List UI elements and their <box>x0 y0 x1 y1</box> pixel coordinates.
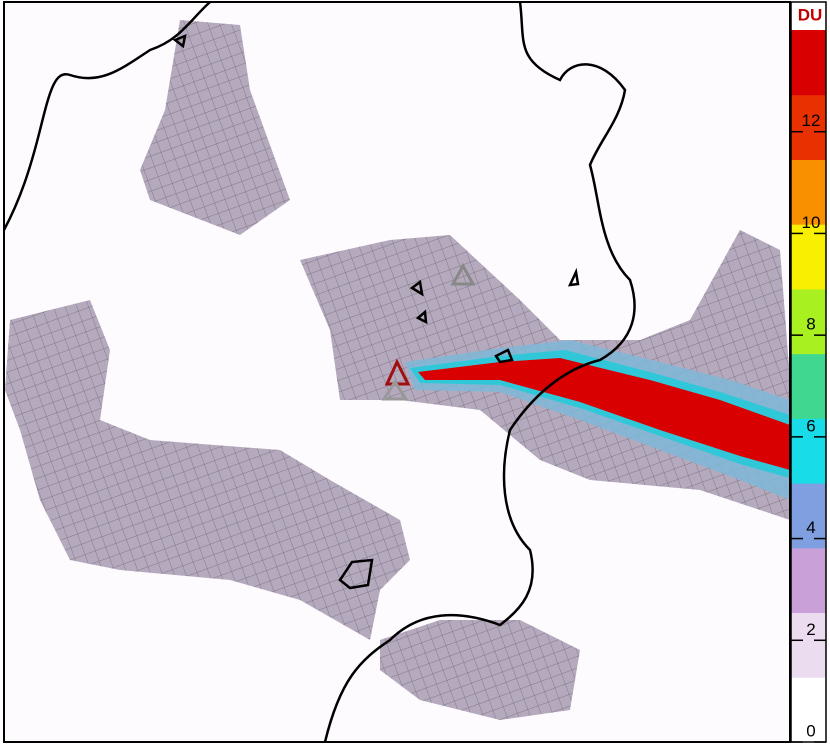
volcano-marker <box>381 379 409 401</box>
colorbar-tick-label: 10 <box>802 213 821 232</box>
map-frame <box>3 1 791 743</box>
colorbar-segment <box>791 30 826 96</box>
colorbar-tick-label: 8 <box>806 315 815 334</box>
colorbar-segment <box>791 94 826 160</box>
colorbar-segment <box>791 159 826 225</box>
colorbar-segment <box>791 353 826 419</box>
plume-core <box>418 358 790 470</box>
colorbar-label: DU <box>798 5 823 24</box>
colorbar-segment <box>791 224 826 290</box>
colorbar-tick-label: 6 <box>806 416 815 435</box>
colorbar-tick-label: 0 <box>806 721 815 740</box>
colorbar-segment <box>791 547 826 614</box>
map <box>2 1 791 743</box>
coastlines <box>2 1 636 743</box>
colorbar-segment <box>791 418 826 484</box>
colorbar-segment <box>791 677 826 743</box>
colorbar-segment <box>791 612 826 678</box>
colorbar: DU 0 2 4 6 8 10 12 <box>790 1 827 743</box>
colorbar-segment <box>791 288 826 355</box>
volcano-marker <box>450 262 476 286</box>
plume-mid <box>410 350 790 478</box>
colorbar-tick-label: 4 <box>806 518 815 537</box>
colorbar-frame <box>790 1 827 743</box>
colorbar-tick-label: 12 <box>802 111 821 130</box>
colorbar-tick-label: 2 <box>806 620 815 639</box>
colorbar-segment <box>791 483 826 549</box>
